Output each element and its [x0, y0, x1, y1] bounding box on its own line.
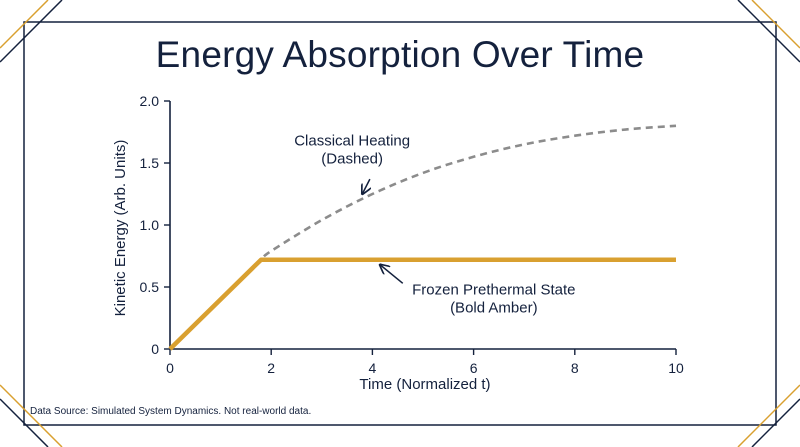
- x-tick-label: 8: [571, 360, 579, 376]
- x-tick-label: 4: [369, 360, 377, 376]
- annotation-text: (Bold Amber): [450, 299, 538, 316]
- x-axis-title: Time (Normalized t): [359, 376, 490, 393]
- annotation-text: Frozen Prethermal State: [412, 281, 575, 298]
- y-tick-label: 1.5: [140, 155, 160, 171]
- x-tick-label: 6: [470, 360, 478, 376]
- corner-line-br-gold: [737, 384, 800, 447]
- corner-line-tr-navy: [737, 0, 800, 63]
- y-tick-label: 0: [151, 341, 159, 357]
- corner-line-tl-gold: [0, 0, 49, 49]
- frame-border: [23, 21, 777, 426]
- x-tick-label: 0: [166, 360, 174, 376]
- series-line-classical-heating: [169, 124, 677, 350]
- annotation-text: Classical Heating: [294, 133, 410, 150]
- series-line-frozen-prethermal: [168, 257, 676, 351]
- corner-line-bl-gold: [0, 384, 63, 447]
- chart-title: Energy Absorption Over Time: [155, 34, 645, 75]
- x-tick-label: 2: [267, 360, 275, 376]
- corner-line-tl-navy: [0, 0, 63, 63]
- annotation-arrow: [362, 178, 370, 194]
- y-tick-label: 1.0: [140, 217, 160, 233]
- data-source-note: Data Source: Simulated System Dynamics. …: [30, 406, 312, 417]
- y-tick-label: 0.5: [140, 279, 160, 295]
- annotation-text: (Dashed): [321, 151, 383, 168]
- x-tick-label: 10: [668, 360, 684, 376]
- corner-line-tr-gold: [751, 0, 800, 49]
- corner-line-bl-navy: [0, 398, 49, 447]
- y-axis-title: Kinetic Energy (Arb. Units): [112, 140, 129, 317]
- annotation-arrow: [380, 265, 404, 284]
- corner-line-br-navy: [751, 398, 800, 447]
- y-tick-label: 2.0: [140, 93, 160, 109]
